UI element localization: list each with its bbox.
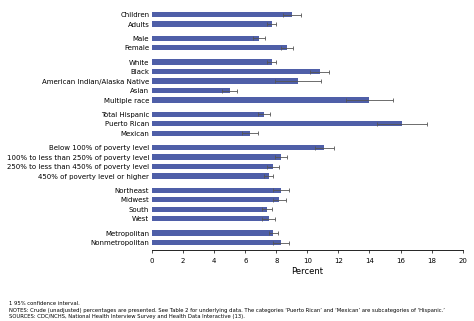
Bar [152, 59, 272, 65]
Bar [152, 112, 264, 117]
X-axis label: Percent: Percent [292, 266, 323, 275]
Bar [152, 88, 230, 93]
Bar [152, 188, 281, 193]
Bar [152, 121, 402, 126]
Bar [152, 154, 281, 160]
Bar [152, 230, 273, 236]
Bar [152, 240, 281, 245]
Bar [152, 36, 259, 41]
Bar [152, 45, 287, 50]
Bar [152, 22, 272, 27]
Bar [152, 164, 273, 169]
Bar [152, 12, 292, 17]
Text: 1 95% confidence interval.
NOTES: Crude (unadjusted) percentages are presented. : 1 95% confidence interval. NOTES: Crude … [9, 301, 446, 319]
Bar [152, 78, 298, 84]
Bar [152, 131, 250, 136]
Bar [152, 97, 369, 103]
Bar [152, 197, 279, 202]
Bar [152, 69, 320, 74]
Bar [152, 216, 269, 221]
Bar [152, 145, 324, 150]
Bar [152, 207, 267, 212]
Bar [152, 173, 269, 179]
